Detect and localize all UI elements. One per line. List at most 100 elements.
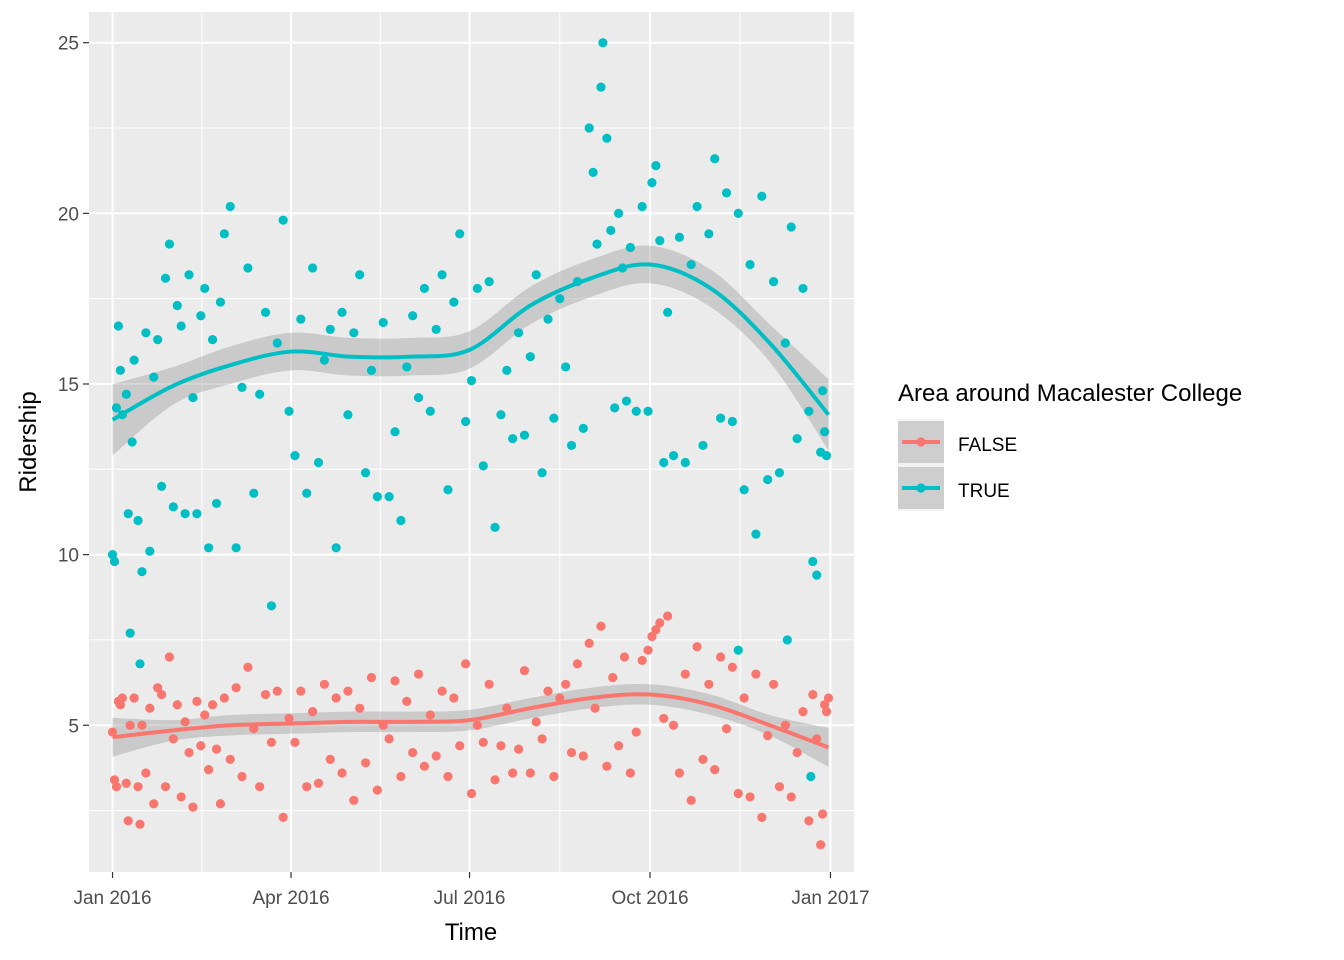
confidence-band-false [112,683,829,767]
data-point-true [313,457,324,468]
data-point-false [160,782,171,792]
data-point-false [733,788,743,799]
data-point-false [237,771,247,782]
data-point-false [602,761,612,771]
data-point-false [372,785,382,795]
data-point-false [225,754,235,764]
legend-label-false: FALSE [958,435,1017,456]
data-point-false [302,782,312,792]
x-tick-label: Oct 2016 [611,888,688,909]
data-point-false [780,720,790,730]
data-point-true [390,427,400,437]
data-point-false [745,792,755,802]
data-point-false [153,683,163,693]
data-point-true [109,556,120,567]
data-point-true [215,297,226,307]
data-point-false [215,799,226,809]
data-point-false [478,737,488,747]
data-point-false [360,758,371,768]
data-point-false [686,795,696,805]
data-point-true [188,393,198,403]
data-point-true [484,277,494,287]
data-point-false [272,686,282,696]
data-point-true [768,277,779,287]
data-point-true [812,570,822,580]
y-tick-label: 5 [68,716,79,737]
data-point-false [647,631,657,642]
data-point-false [204,765,214,775]
data-point-true [211,498,222,509]
data-point-true [637,201,647,212]
data-point-false [111,782,122,792]
data-point-true [384,492,394,502]
legend-label-true: TRUE [958,481,1010,502]
data-point-true [160,273,171,283]
data-point-false [692,642,702,652]
data-point-true [692,201,702,212]
data-point-false [631,727,641,737]
data-point-true [115,365,125,375]
data-point-true [443,485,453,495]
data-point-false [455,741,465,751]
data-point-false [525,768,535,778]
data-point-true [366,365,377,375]
trend-line-true [111,262,831,422]
x-axis-ticks: Jan 2016 Apr 2016 Jul 2016 Oct 2016 Jan 2017 [73,872,870,909]
data-point-true [402,362,412,372]
data-point-false [313,778,324,788]
data-point-false [284,713,294,724]
data-point-true [508,433,518,444]
legend: Area around Macalester College FALSE TRU… [898,380,1242,511]
data-point-false [461,659,471,669]
data-point-false [402,696,412,706]
data-point-false [366,672,377,683]
data-point-false [290,737,300,747]
data-point-false [619,652,630,662]
y-axis-title: Ridership [15,391,42,492]
data-point-true [478,461,488,471]
data-point-false [763,730,773,741]
data-point-true [378,317,388,328]
data-point-true [821,451,832,461]
data-point-false [614,741,624,751]
data-point-true [537,468,547,478]
x-tick-label: Apr 2016 [252,888,329,909]
data-point-false [584,638,594,648]
data-point-true [716,413,726,423]
x-tick-label: Jan 2016 [73,888,151,909]
data-point-false [680,669,690,679]
data-point-true [145,546,155,556]
data-point-false [572,659,583,669]
data-point-true [231,543,241,553]
data-point-true [200,283,210,294]
data-point-true [431,324,441,334]
data-points [107,38,834,850]
data-point-true [141,328,151,338]
data-point-true [566,440,577,451]
data-point-true [819,427,830,437]
data-point-false [643,645,653,655]
data-point-true [156,481,167,491]
legend-title: Area around Macalester College [898,380,1242,407]
data-point-true [598,38,608,48]
data-point-true [808,556,818,567]
data-point-false [390,676,400,686]
data-point-true [663,307,673,317]
data-point-true [621,396,632,406]
data-point-true [786,222,796,232]
data-point-true [331,543,341,553]
data-point-false [231,683,241,693]
data-point-false [243,662,253,672]
y-axis-ticks: 5 10 15 20 25 [58,34,89,737]
data-point-false [808,689,818,700]
data-point-false [425,710,435,720]
data-point-true [614,208,624,218]
data-point-true [531,270,541,280]
data-point-true [255,389,265,399]
y-tick-label: 25 [58,34,79,55]
data-point-true [325,324,335,334]
data-point-false [308,707,318,717]
data-point-true [284,406,294,416]
data-point-false [823,693,834,703]
data-point-true [655,236,665,246]
